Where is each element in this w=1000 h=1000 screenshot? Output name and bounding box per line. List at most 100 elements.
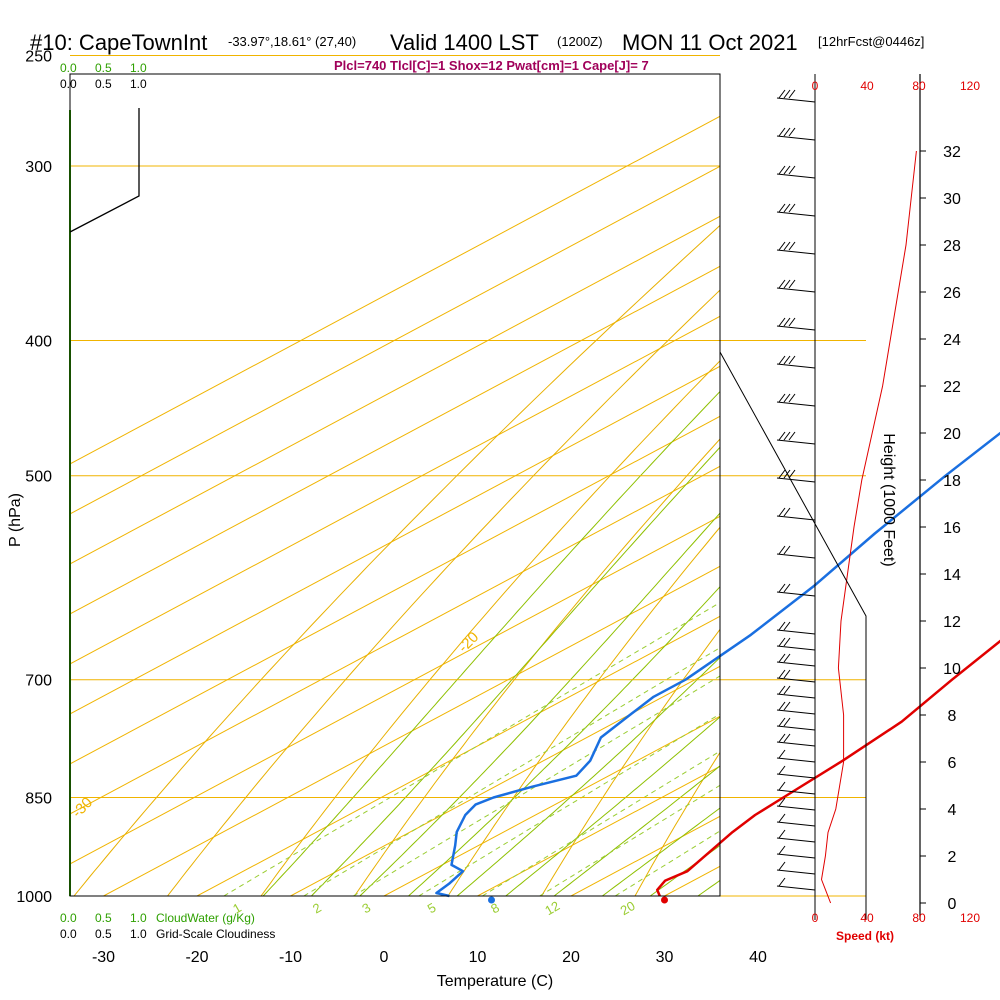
- wind-barb-feather: [778, 393, 786, 403]
- wind-barb-feather: [788, 89, 796, 99]
- cloudiness-tick-bottom-0: 0.0: [60, 927, 77, 941]
- wind-barb-feather: [778, 89, 786, 99]
- speed-tick-top-0: 0: [812, 79, 819, 93]
- isotherm-line: [70, 515, 720, 865]
- isotherm-line: [290, 665, 720, 896]
- wind-barb-feather: [778, 813, 786, 823]
- grid-layer: 1 2 3 5 8 12 20-20-30: [69, 54, 866, 918]
- wind-barb: [776, 693, 816, 699]
- isotherm-line: [103, 565, 720, 896]
- wind-barb-feather: [783, 355, 791, 365]
- wind-barb-feather: [778, 317, 786, 327]
- wind-barb: [776, 325, 816, 331]
- moist-adiabat-line: [359, 512, 720, 896]
- valid-date: MON 11 Oct 2021: [622, 30, 798, 55]
- cloudiness-tick-bottom-2: 1.0: [130, 927, 147, 941]
- wind-barb: [776, 757, 816, 763]
- wind-barb: [776, 515, 816, 521]
- pressure-tick-label: 500: [25, 469, 52, 486]
- wind-barbs: [776, 89, 816, 891]
- wind-barb: [776, 363, 816, 369]
- wind-barb-feather: [778, 765, 786, 775]
- dry-adiabat-line: [447, 526, 720, 896]
- wind-barb: [776, 211, 816, 217]
- isotherm-label: -20: [455, 629, 482, 656]
- cloudwater-tick-bottom-1: 0.5: [95, 911, 112, 925]
- wind-barb-feather: [783, 637, 791, 647]
- height-tick-label: 24: [943, 332, 961, 349]
- x-axis-title: Temperature (C): [437, 973, 553, 990]
- wind-barb-feather: [783, 279, 791, 289]
- wind-barb-feather: [788, 279, 796, 289]
- wind-barb-feather: [778, 733, 786, 743]
- wind-barb: [776, 885, 816, 891]
- wind-barb-feather: [788, 469, 796, 479]
- wind-barb-feather: [778, 621, 786, 631]
- wind-barb-feather: [783, 669, 791, 679]
- dewpoint-dot: [488, 896, 495, 904]
- wind-barb-feather: [783, 393, 791, 403]
- wind-barb-feather: [783, 165, 791, 175]
- mixing-ratio-label: 20: [618, 898, 638, 918]
- x-tick-label: 20: [562, 949, 580, 966]
- temperature-dot: [661, 896, 668, 904]
- cloudiness-tick-top-2: 1.0: [130, 77, 147, 91]
- height-tick-label: 8: [948, 708, 957, 725]
- mixing-ratio-line: [614, 830, 720, 896]
- wind-barb: [776, 591, 816, 597]
- wind-barb-feather: [778, 829, 786, 839]
- isotherm-line: [383, 715, 720, 896]
- height-tick-label: 16: [943, 520, 961, 537]
- wind-barb-feather: [783, 545, 791, 555]
- wind-barb-feather: [778, 637, 786, 647]
- wind-barb-feather: [783, 431, 791, 441]
- wind-barb-feather: [778, 545, 786, 555]
- cloudiness-profile-line: [69, 108, 140, 233]
- height-tick-label: 28: [943, 238, 961, 255]
- height-tick-label: 32: [943, 144, 961, 161]
- wind-barb-feather: [778, 861, 786, 871]
- wind-barb-feather: [783, 89, 791, 99]
- height-tick-label: 20: [943, 426, 961, 443]
- wind-barb: [776, 789, 816, 795]
- wind-barb: [776, 173, 816, 179]
- height-axis-title: Height (1000 Feet): [880, 433, 897, 566]
- speed-tick-top-1: 40: [860, 79, 874, 93]
- isotherm-label: -30: [69, 794, 96, 821]
- isotherm-line: [196, 615, 720, 896]
- height-tick-label: 14: [943, 567, 961, 584]
- wind-barb: [776, 725, 816, 731]
- height-tick-label: 10: [943, 661, 961, 678]
- wind-barb-feather: [778, 127, 786, 137]
- wind-barb-feather: [778, 845, 786, 855]
- dewpoint-profile-line: [435, 431, 1000, 898]
- wind-barb-feather: [778, 241, 786, 251]
- dry-adiabat-line: [73, 224, 720, 896]
- speed-tick-bottom-0: 0: [812, 911, 819, 925]
- wind-barb: [776, 477, 816, 483]
- wind-barb-feather: [778, 669, 786, 679]
- plot-frame: [69, 73, 721, 897]
- mixing-ratio-label: 12: [542, 898, 562, 918]
- mixing-ratio-label: 3: [359, 900, 373, 917]
- station-title: #10: CapeTownInt: [30, 30, 207, 55]
- pressure-tick-label: 850: [25, 790, 52, 807]
- cloudwater-tick-top-2: 1.0: [130, 61, 147, 75]
- pressure-tick-label: 700: [25, 673, 52, 690]
- wind-barb-feather: [778, 685, 786, 695]
- wind-barb-feather: [778, 355, 786, 365]
- dry-adiabat-line: [353, 438, 720, 896]
- data-layer: [69, 89, 1000, 904]
- speed-tick-bottom-2: 80: [912, 911, 926, 925]
- station-coords: -33.97°,18.61° (27,40): [228, 34, 356, 49]
- height-tick-label: 26: [943, 285, 961, 302]
- isotherm-line: [70, 115, 720, 465]
- wind-barb-feather: [778, 653, 786, 663]
- speed-tick-bottom-3: 120: [960, 911, 980, 925]
- dry-adiabat-line: [260, 360, 720, 896]
- x-tick-label: 10: [469, 949, 487, 966]
- wind-barb: [776, 645, 816, 651]
- mixing-ratio-line: [303, 647, 720, 896]
- dry-adiabat-line: [166, 289, 720, 896]
